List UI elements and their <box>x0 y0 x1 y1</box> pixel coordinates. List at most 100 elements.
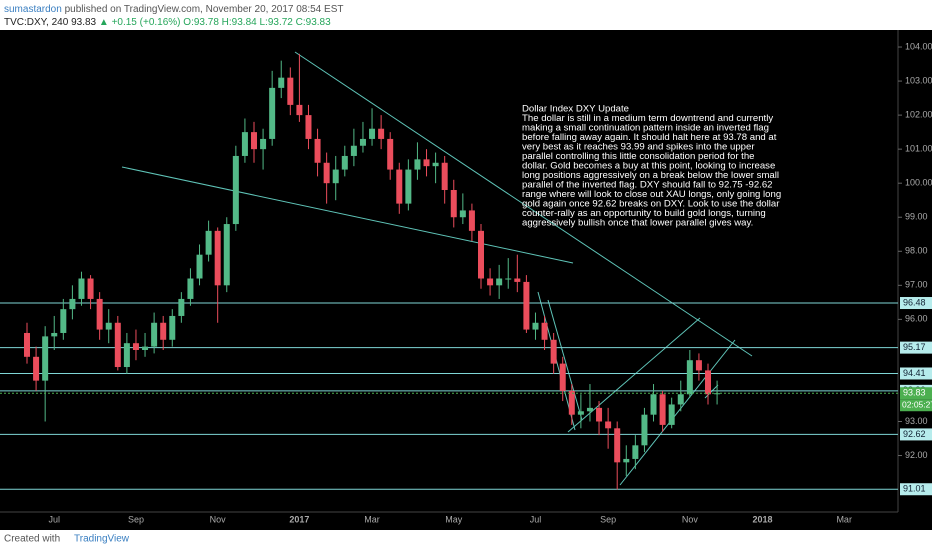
level-label-box <box>900 483 932 496</box>
level-label: 94.41 <box>903 368 926 378</box>
trend-line <box>121 166 574 264</box>
level-label: 95.17 <box>903 342 926 352</box>
open: O:93.78 <box>183 17 219 28</box>
y-tick-label: 101.00 <box>905 144 932 154</box>
candle-body <box>205 230 212 255</box>
price: 93.83 <box>71 17 96 28</box>
candle-body <box>251 132 257 150</box>
channel-line <box>704 384 719 399</box>
level-label-box <box>900 297 932 310</box>
candle-body <box>105 322 112 330</box>
candle-body <box>478 230 484 279</box>
current-price-box <box>900 387 932 400</box>
x-tick-label: Nov <box>210 514 227 524</box>
candle-body <box>586 407 593 412</box>
candle-body <box>650 394 657 415</box>
channel-line <box>619 339 736 486</box>
candle-body <box>332 169 339 184</box>
candle-body <box>142 346 149 350</box>
close: C:93.83 <box>296 17 331 28</box>
candle-body <box>577 411 584 415</box>
candle-body <box>614 428 621 463</box>
candle-body <box>423 159 430 167</box>
candle-body <box>396 169 403 204</box>
y-tick-label: 102.00 <box>905 109 932 119</box>
author[interactable]: sumastardon <box>4 4 62 15</box>
level-label: 91.01 <box>903 484 926 494</box>
high: H:93.84 <box>222 17 257 28</box>
candle-body <box>632 445 639 459</box>
candle-body <box>686 360 693 395</box>
candle-body <box>677 394 684 405</box>
candle-body <box>296 104 303 116</box>
y-tick-label: 93.00 <box>905 416 928 426</box>
candle-body <box>187 278 194 299</box>
candle-body <box>641 414 648 446</box>
candle-body <box>378 128 385 139</box>
y-tick-label: 98.00 <box>905 246 928 256</box>
candle-body <box>269 87 276 139</box>
countdown-box <box>900 399 932 412</box>
level-label-box <box>900 367 932 380</box>
candle-body <box>87 278 94 299</box>
trend-lines <box>121 51 753 486</box>
annotation-line: counter-rally as an opportunity to build… <box>522 208 766 219</box>
x-tick-label: 2017 <box>289 514 309 524</box>
candle-body <box>287 77 294 105</box>
candle-body <box>278 77 285 88</box>
candle-body <box>178 298 185 316</box>
candle-body <box>359 138 366 146</box>
candle-body <box>78 278 85 299</box>
candle-body <box>405 169 412 204</box>
candle-body <box>260 138 267 150</box>
annotation-line: range where will look to close out XAU l… <box>522 189 781 200</box>
level-label: 96.48 <box>903 297 926 307</box>
y-tick-label: 103.00 <box>905 75 932 85</box>
candle-body <box>69 298 76 310</box>
x-tick-label: Nov <box>682 514 699 524</box>
candle-body <box>668 404 675 425</box>
annotation-line: aggressively bullish once that lower par… <box>522 218 753 229</box>
annotation-line: very best as it reaches 93.99 and spikes… <box>522 142 755 153</box>
y-tick-label: 100.00 <box>905 178 932 188</box>
candle-body <box>123 343 130 368</box>
x-tick-label: Sep <box>600 514 616 524</box>
candle-body <box>605 421 612 429</box>
x-tick-label: Jul <box>48 514 60 524</box>
candle-body <box>42 336 49 381</box>
candle-body <box>24 332 30 357</box>
candle-body <box>241 132 248 156</box>
footer-brand[interactable]: TradingView <box>74 534 130 545</box>
annotation-line: long positions aggressively on a break b… <box>522 170 779 181</box>
x-tick-label: May <box>445 514 463 524</box>
y-tick-label: 104.00 <box>905 41 932 51</box>
candle-body <box>232 155 239 225</box>
candle-body <box>714 393 721 395</box>
change: ▲ +0.15 (+0.16%) <box>99 17 181 28</box>
published: published on TradingView.com, November 2… <box>65 4 344 15</box>
candle-body <box>496 278 503 286</box>
candle-body <box>350 145 357 156</box>
candle-body <box>305 115 312 139</box>
candle-body <box>96 298 103 330</box>
candle-body <box>459 210 466 218</box>
candle-body <box>705 370 711 395</box>
annotation-line: dollar. Gold becomes a buy at this point… <box>522 161 775 172</box>
symbol: TVC:DXY, 240 <box>4 17 69 28</box>
annotation-line: The dollar is still in a medium term dow… <box>522 113 773 124</box>
trend-line <box>294 51 753 357</box>
candle-body <box>550 339 557 364</box>
candle-body <box>223 224 230 286</box>
candle-body <box>541 322 548 340</box>
y-tick-label: 92.00 <box>905 450 928 460</box>
candle-body <box>51 332 58 337</box>
header-line: sumastardon published on TradingView.com… <box>4 4 343 15</box>
candle-body <box>214 230 221 286</box>
annotation-line: Dollar Index DXY Update <box>522 104 629 115</box>
x-tick-label: 2018 <box>752 514 772 524</box>
low: L:93.72 <box>259 17 293 28</box>
candle-body <box>33 356 40 381</box>
candle-body <box>387 138 394 170</box>
level-label-box <box>900 428 932 441</box>
candle-body <box>623 458 630 463</box>
